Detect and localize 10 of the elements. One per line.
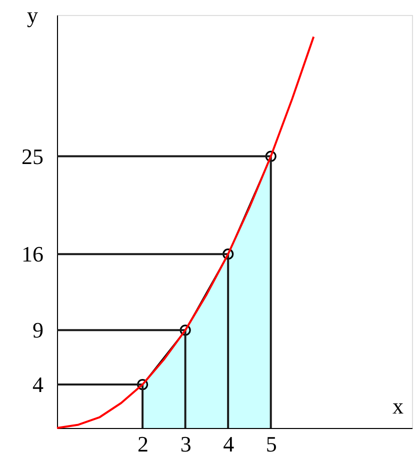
y-axis-title: y bbox=[27, 2, 38, 28]
x-tick-label: 3 bbox=[180, 432, 192, 456]
x-tick-label: 4 bbox=[223, 432, 234, 456]
y-tick-label: 16 bbox=[22, 242, 44, 267]
x-tick-label: 5 bbox=[266, 432, 277, 456]
y-tick-label: 25 bbox=[22, 144, 44, 169]
y-tick-label: 9 bbox=[32, 318, 44, 343]
x-tick-label: 2 bbox=[138, 432, 149, 456]
y-tick-label: 4 bbox=[32, 372, 44, 398]
x-axis-title: x bbox=[392, 394, 404, 418]
